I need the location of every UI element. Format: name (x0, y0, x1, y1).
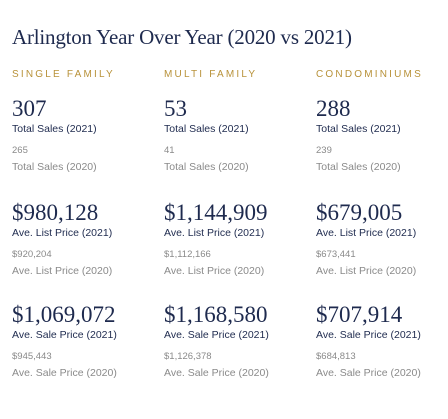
value-2020: $920,204 (12, 249, 52, 260)
value-2020: $1,112,166 (164, 249, 211, 260)
label-2020: Ave. Sale Price (2020) (12, 367, 117, 379)
column: MULTI FAMILY 53 Total Sales (2021) 41 Total … (164, 0, 314, 419)
label-2021: Ave. Sale Price (2021) (316, 329, 421, 341)
label-2021: Ave. List Price (2021) (12, 227, 113, 239)
value-2021: $980,128 (12, 200, 99, 225)
label-2021: Total Sales (2021) (164, 123, 249, 135)
label-2021: Total Sales (2021) (12, 123, 97, 135)
value-2021: 53 (164, 96, 187, 121)
label-2021: Ave. List Price (2021) (316, 227, 417, 239)
column-name: MULTI FAMILY (164, 69, 258, 80)
column: SINGLE FAMILY 307 Total Sales (2021) 265 Tot… (12, 0, 162, 419)
value-2021: $707,914 (316, 302, 403, 327)
label-2021: Ave. Sale Price (2021) (12, 329, 117, 341)
title: Arlington Year Over Year (2020 vs 2021) (12, 25, 352, 49)
column-name: SINGLE FAMILY (12, 69, 115, 80)
value-2021: $1,069,072 (12, 302, 116, 327)
label-2020: Ave. List Price (2020) (316, 265, 417, 277)
label-2020: Total Sales (2020) (12, 161, 97, 173)
value-2020: $1,126,378 (164, 351, 212, 362)
column-name: CONDOMINIUMS (316, 69, 423, 80)
label-2021: Ave. Sale Price (2021) (164, 329, 269, 341)
label-2020: Ave. Sale Price (2020) (164, 367, 269, 379)
label-2020: Total Sales (2020) (316, 161, 401, 173)
value-2020: $684,813 (316, 351, 356, 362)
value-2021: $1,144,909 (164, 200, 268, 225)
label-2021: Total Sales (2021) (316, 123, 401, 135)
value-2020: $945,443 (12, 351, 52, 362)
value-2021: $679,005 (316, 200, 403, 225)
value-2021: 288 (316, 96, 351, 121)
label-2020: Ave. List Price (2020) (164, 265, 265, 277)
label-2020: Total Sales (2020) (164, 161, 249, 173)
label-2020: Ave. List Price (2020) (12, 265, 113, 277)
value-2021: 307 (12, 96, 47, 121)
label-2020: Ave. Sale Price (2020) (316, 367, 421, 379)
label-2021: Ave. List Price (2021) (164, 227, 265, 239)
value-2020: 265 (12, 145, 28, 156)
column: CONDOMINIUMS 288 Total Sales (2021) 239 Tota… (316, 0, 448, 419)
value-2020: 239 (316, 145, 332, 156)
value-2021: $1,168,580 (164, 302, 268, 327)
value-2020: 41 (164, 145, 175, 156)
value-2020: $673,441 (316, 249, 356, 260)
